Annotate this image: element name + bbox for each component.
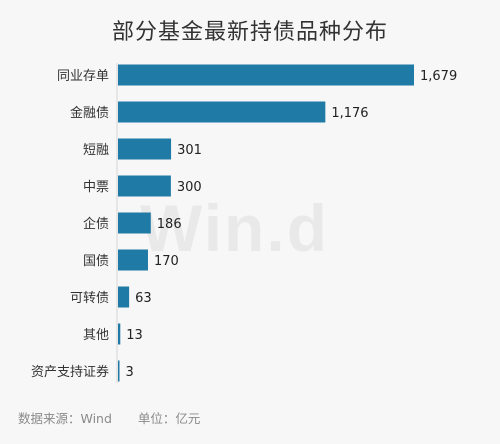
bar — [118, 64, 414, 86]
value-label: 1,176 — [331, 106, 368, 121]
category-label: 中票 — [83, 180, 109, 195]
category-label: 短融 — [83, 143, 109, 158]
wind-watermark: Win.d — [140, 191, 330, 265]
value-label: 301 — [177, 143, 202, 158]
category-label: 可转债 — [70, 291, 109, 306]
value-label: 63 — [135, 291, 152, 306]
value-label: 170 — [154, 254, 179, 269]
bar — [118, 360, 120, 382]
bar — [118, 101, 326, 123]
chart-footer: 数据来源：Wind 单位：亿元 — [18, 408, 200, 427]
bar — [118, 212, 151, 234]
value-label: 186 — [157, 217, 182, 232]
bar-chart: 同业存单 1,679 金融债 1,176 短融 301 中票 300 企债 186 国债 170 可转债… — [31, 63, 457, 383]
category-label: 同业存单 — [57, 69, 109, 84]
value-label: 300 — [177, 180, 202, 195]
bar — [118, 323, 121, 345]
category-label: 金融债 — [70, 105, 109, 121]
value-label: 13 — [126, 328, 143, 343]
chart-title: 部分基金最新持债品种分布 — [111, 20, 388, 45]
bar — [118, 249, 148, 271]
bar — [118, 138, 172, 160]
category-label: 企债 — [83, 216, 109, 232]
category-label: 资产支持证券 — [31, 364, 109, 380]
bar — [118, 286, 130, 308]
data-source: 数据来源：Wind — [18, 411, 112, 426]
value-label: 3 — [126, 365, 134, 380]
unit-label: 单位：亿元 — [137, 411, 201, 426]
category-label: 其他 — [83, 328, 109, 343]
category-label: 国债 — [83, 254, 109, 269]
bar — [118, 175, 171, 197]
value-label: 1,679 — [420, 69, 457, 84]
